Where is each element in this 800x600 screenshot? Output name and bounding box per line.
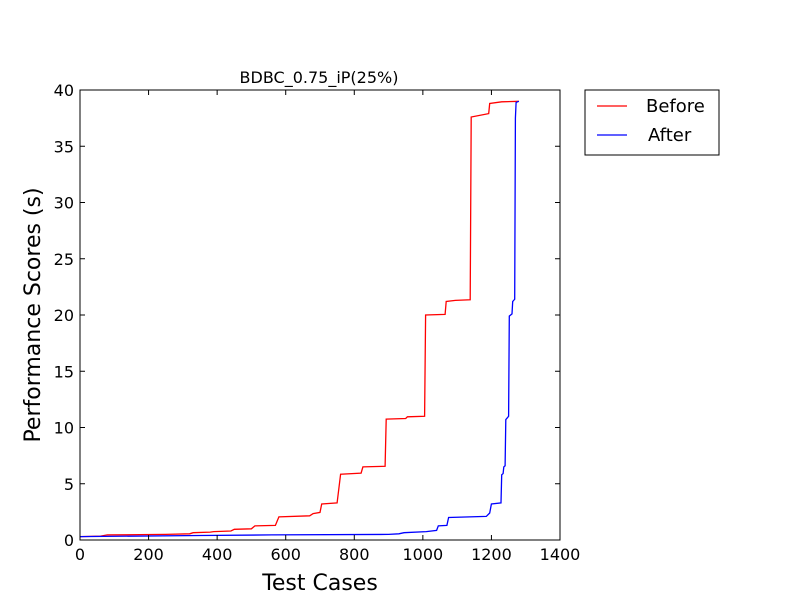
series-layer [79,100,520,538]
chart-title: BDBC_0.75_iP(25%) [240,68,399,88]
y-tick-label: 20 [54,306,74,325]
y-tick-label: 0 [64,531,74,550]
y-ticks: 0 5 10 15 20 25 30 35 40 [54,81,560,550]
x-tick-label: 600 [270,545,301,564]
y-axis-title: Performance Scores (s) [21,187,46,442]
y-tick-label: 40 [54,81,74,100]
series-line-before [79,100,519,538]
legend: Before After [584,89,720,156]
legend-label-after: After [648,125,692,146]
y-tick-label: 30 [54,194,74,213]
x-tick-label: 1200 [471,545,512,564]
x-axis-title: Test Cases [261,571,378,596]
plot-frame [79,89,561,541]
series-line-after [79,100,520,538]
x-tick-label: 0 [75,545,85,564]
y-tick-label: 15 [54,362,74,381]
y-tick-label: 35 [54,137,74,156]
x-tick-label: 1000 [402,545,443,564]
x-tick-label: 400 [202,545,233,564]
x-tick-label: 1400 [540,545,581,564]
legend-label-before: Before [646,96,705,117]
x-tick-label: 800 [339,545,370,564]
legend-box [584,89,720,156]
y-tick-label: 5 [64,475,74,494]
y-tick-label: 10 [54,419,74,438]
x-ticks: 0 200 400 600 800 1000 1200 1400 [75,90,580,564]
y-tick-label: 25 [54,250,74,269]
x-tick-label: 200 [133,545,164,564]
